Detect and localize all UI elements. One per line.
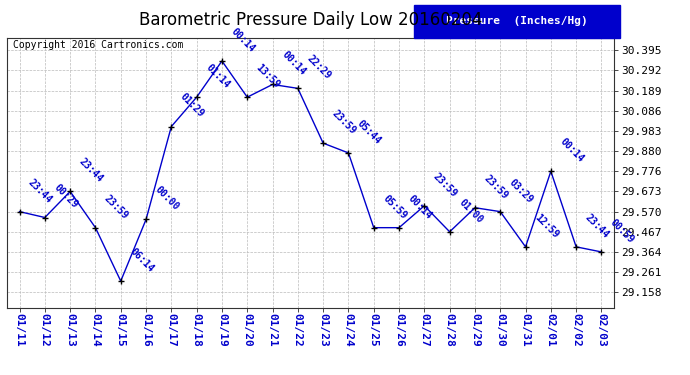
Pressure  (Inches/Hg) [471,206,479,210]
Pressure  (Inches/Hg) [218,59,226,63]
Text: 13:59: 13:59 [254,62,282,90]
Text: 05:44: 05:44 [355,118,383,146]
Pressure  (Inches/Hg) [319,141,327,146]
Text: 22:29: 22:29 [305,54,333,81]
Text: 23:44: 23:44 [583,212,611,240]
Text: 00:29: 00:29 [52,183,79,210]
Pressure  (Inches/Hg) [546,169,555,174]
Pressure  (Inches/Hg) [598,250,606,254]
Pressure  (Inches/Hg) [395,225,403,230]
Text: Pressure  (Inches/Hg): Pressure (Inches/Hg) [446,16,588,26]
Pressure  (Inches/Hg) [344,151,353,155]
Pressure  (Inches/Hg) [370,225,378,230]
Text: 01:14: 01:14 [204,62,231,90]
Pressure  (Inches/Hg) [167,124,175,129]
Pressure  (Inches/Hg) [243,95,251,99]
Text: 00:00: 00:00 [153,184,181,213]
Pressure  (Inches/Hg) [294,86,302,91]
Pressure  (Inches/Hg) [66,189,75,194]
Text: 23:59: 23:59 [431,171,459,199]
Text: 06:14: 06:14 [128,246,155,274]
Pressure  (Inches/Hg) [193,95,201,99]
Pressure  (Inches/Hg) [522,244,530,249]
Text: 23:59: 23:59 [482,173,510,201]
Pressure  (Inches/Hg) [142,217,150,222]
Pressure  (Inches/Hg) [91,225,99,230]
Line: Pressure  (Inches/Hg): Pressure (Inches/Hg) [17,58,604,284]
Text: 23:59: 23:59 [102,193,130,221]
Text: 01:00: 01:00 [457,197,484,225]
Pressure  (Inches/Hg) [268,82,277,87]
Pressure  (Inches/Hg) [15,209,23,214]
Text: 05:59: 05:59 [381,193,408,221]
Text: 00:14: 00:14 [229,26,257,54]
Pressure  (Inches/Hg) [496,209,504,214]
Pressure  (Inches/Hg) [446,230,454,234]
Text: 23:44: 23:44 [77,157,105,184]
Pressure  (Inches/Hg) [41,215,49,220]
Pressure  (Inches/Hg) [117,279,125,284]
Text: 00:59: 00:59 [609,217,636,245]
Text: 00:14: 00:14 [279,50,307,78]
Pressure  (Inches/Hg) [572,244,580,249]
Text: 00:14: 00:14 [406,193,434,221]
Text: 03:29: 03:29 [507,177,535,205]
Text: Barometric Pressure Daily Low 20160204: Barometric Pressure Daily Low 20160204 [139,11,482,29]
FancyBboxPatch shape [414,5,620,38]
Pressure  (Inches/Hg) [420,204,428,208]
Text: 00:14: 00:14 [558,136,586,164]
Text: Copyright 2016 Cartronics.com: Copyright 2016 Cartronics.com [13,40,184,50]
Text: 12:59: 12:59 [533,212,560,240]
Text: 01:29: 01:29 [178,92,206,120]
Text: 23:44: 23:44 [26,177,55,205]
Text: 23:59: 23:59 [330,108,358,136]
